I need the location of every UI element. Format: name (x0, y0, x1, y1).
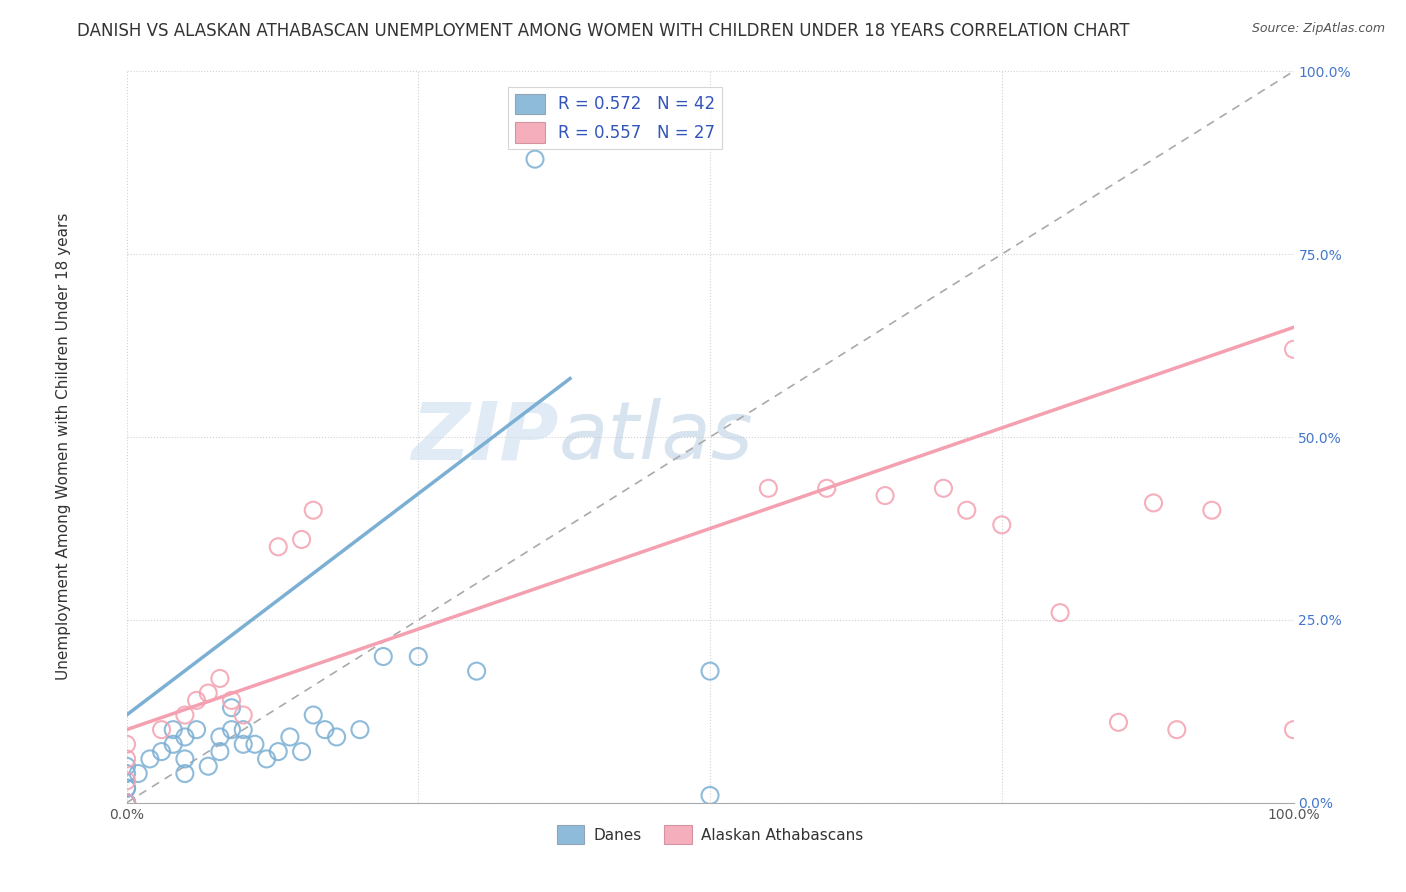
Point (174, 708, 197, 723)
Point (278, 730, 301, 744)
Point (1282, 343, 1305, 357)
Point (1142, 496, 1164, 510)
Point (956, 503, 979, 517)
Point (150, 745, 173, 759)
Point (186, 693, 208, 707)
Point (115, 737, 138, 751)
Point (465, 664, 488, 678)
Point (325, 730, 347, 744)
Point (127, 766, 149, 780)
Point (115, 759, 138, 773)
Point (221, 693, 243, 707)
Point (139, 752, 162, 766)
Point (243, 737, 266, 751)
Point (115, 781, 138, 796)
Point (115, 796, 138, 810)
Point (256, 752, 278, 766)
Point (1166, 723, 1188, 737)
Point (349, 723, 371, 737)
Point (290, 745, 312, 759)
Point (115, 796, 138, 810)
Point (1282, 723, 1305, 737)
Point (523, 152, 546, 166)
Point (267, 540, 290, 554)
Point (1049, 606, 1071, 620)
Point (302, 503, 325, 517)
Point (162, 737, 184, 751)
Point (232, 708, 254, 723)
Point (408, 649, 430, 664)
Point (115, 781, 138, 796)
Point (115, 796, 138, 810)
Point (232, 723, 254, 737)
Point (267, 745, 290, 759)
Text: Unemployment Among Women with Children Under 18 years: Unemployment Among Women with Children U… (56, 212, 70, 680)
Point (208, 745, 231, 759)
Point (174, 752, 197, 766)
Point (699, 789, 721, 803)
Point (1201, 503, 1223, 517)
Text: ZIP: ZIP (411, 398, 558, 476)
Point (174, 766, 197, 780)
Point (932, 481, 955, 495)
Point (232, 737, 254, 751)
Point (197, 759, 219, 773)
Legend: Danes, Alaskan Athabascans: Danes, Alaskan Athabascans (551, 819, 869, 850)
Point (208, 730, 231, 744)
Point (115, 796, 138, 810)
Point (150, 723, 173, 737)
Point (990, 517, 1012, 532)
Point (314, 723, 336, 737)
Point (302, 708, 325, 723)
Point (115, 796, 138, 810)
Point (197, 686, 219, 700)
Point (186, 723, 208, 737)
Point (115, 752, 138, 766)
Point (174, 730, 197, 744)
Point (756, 481, 779, 495)
Point (208, 672, 231, 686)
Text: DANISH VS ALASKAN ATHABASCAN UNEMPLOYMENT AMONG WOMEN WITH CHILDREN UNDER 18 YEA: DANISH VS ALASKAN ATHABASCAN UNEMPLOYMEN… (77, 22, 1130, 40)
Point (115, 796, 138, 810)
Point (115, 773, 138, 788)
Point (815, 481, 838, 495)
Point (162, 723, 184, 737)
Point (115, 796, 138, 810)
Point (290, 533, 312, 547)
Point (221, 723, 243, 737)
Point (221, 700, 243, 714)
Text: Source: ZipAtlas.com: Source: ZipAtlas.com (1251, 22, 1385, 36)
Point (699, 664, 721, 678)
Point (115, 796, 138, 810)
Point (373, 649, 395, 664)
Point (1108, 715, 1130, 730)
Point (115, 766, 138, 780)
Point (875, 489, 897, 503)
Text: atlas: atlas (558, 398, 754, 476)
